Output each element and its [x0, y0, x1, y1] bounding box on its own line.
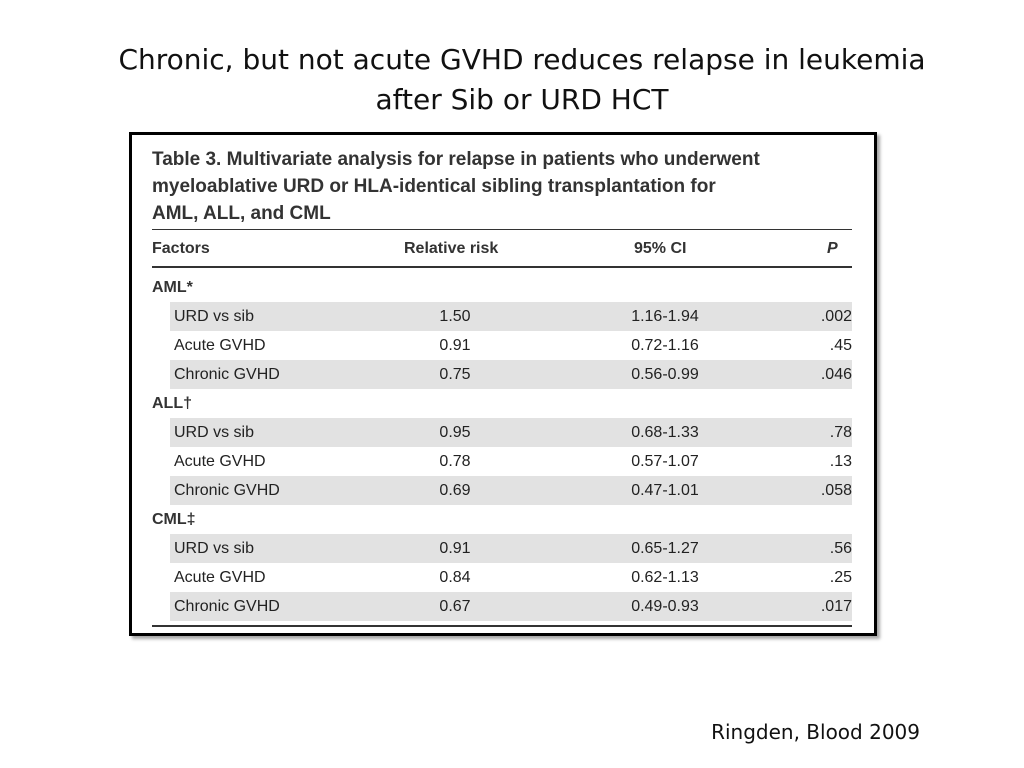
- caption-line-2: myeloablative URD or HLA-identical sibli…: [152, 176, 716, 197]
- table-row: Chronic GVHD 0.67 0.49-0.93 .017: [170, 592, 852, 621]
- header-bottom-rule: [152, 266, 852, 268]
- table-row: Acute GVHD 0.91 0.72-1.16 .45: [170, 331, 852, 360]
- cell-factor: URD vs sib: [174, 424, 255, 441]
- table-row: Chronic GVHD 0.69 0.47-1.01 .058: [170, 476, 852, 505]
- cell-factor: Chronic GVHD: [174, 598, 280, 615]
- cell-factor: URD vs sib: [174, 308, 255, 325]
- group-label-cml: CML‡: [152, 511, 196, 528]
- cell-factor: Acute GVHD: [174, 337, 266, 354]
- table-row: Acute GVHD 0.84 0.62-1.13 .25: [170, 563, 852, 592]
- slide-title-line-2: after Sib or URD HCT: [375, 83, 669, 116]
- cell-factor: Chronic GVHD: [174, 482, 280, 499]
- header-p: P: [827, 240, 838, 257]
- caption-line-1: Table 3. Multivariate analysis for relap…: [152, 149, 760, 170]
- cell-p: .017: [820, 598, 852, 615]
- header-relative-risk: Relative risk: [404, 240, 499, 257]
- caption-line-3: AML, ALL, and CML: [152, 203, 331, 224]
- cell-relative-risk: 0.95: [439, 424, 471, 441]
- header-ci: 95% CI: [634, 240, 687, 257]
- table-row: URD vs sib 0.91 0.65-1.27 .56: [170, 534, 852, 563]
- cell-factor: Chronic GVHD: [174, 366, 280, 383]
- cell-relative-risk: 0.75: [439, 366, 471, 383]
- cell-relative-risk: 0.84: [439, 569, 471, 586]
- table-figure: Table 3. Multivariate analysis for relap…: [129, 132, 877, 636]
- cell-factor: Acute GVHD: [174, 453, 266, 470]
- cell-p: .56: [829, 540, 852, 557]
- table-caption: Table 3. Multivariate analysis for relap…: [152, 146, 872, 227]
- cell-relative-risk: 1.50: [439, 308, 471, 325]
- table-row: URD vs sib 0.95 0.68-1.33 .78: [170, 418, 852, 447]
- cell-ci: 1.16-1.94: [631, 308, 699, 325]
- cell-p: .78: [829, 424, 852, 441]
- cell-factor: URD vs sib: [174, 540, 255, 557]
- cell-ci: 0.72-1.16: [631, 337, 699, 354]
- table-row: URD vs sib 1.50 1.16-1.94 .002: [170, 302, 852, 331]
- cell-ci: 0.56-0.99: [631, 366, 699, 383]
- cell-p: .002: [820, 308, 852, 325]
- cell-relative-risk: 0.69: [439, 482, 471, 499]
- table-row: Acute GVHD 0.78 0.57-1.07 .13: [170, 447, 852, 476]
- cell-ci: 0.47-1.01: [631, 482, 699, 499]
- cell-p: .046: [820, 366, 852, 383]
- citation: Ringden, Blood 2009: [711, 720, 920, 744]
- group-label-all: ALL†: [152, 395, 192, 412]
- cell-factor: Acute GVHD: [174, 569, 266, 586]
- slide-title-line-1: Chronic, but not acute GVHD reduces rela…: [118, 43, 926, 76]
- cell-relative-risk: 0.91: [439, 540, 471, 557]
- cell-ci: 0.68-1.33: [631, 424, 699, 441]
- cell-p: .13: [829, 453, 852, 470]
- cell-ci: 0.49-0.93: [631, 598, 699, 615]
- header-top-rule: [152, 229, 852, 230]
- cell-p: .45: [829, 337, 852, 354]
- cell-p: .25: [829, 569, 852, 586]
- slide-title: Chronic, but not acute GVHD reduces rela…: [112, 40, 932, 120]
- table-bottom-rule: [152, 625, 852, 627]
- cell-relative-risk: 0.91: [439, 337, 471, 354]
- cell-ci: 0.65-1.27: [631, 540, 699, 557]
- cell-ci: 0.57-1.07: [631, 453, 699, 470]
- cell-ci: 0.62-1.13: [631, 569, 699, 586]
- cell-p: .058: [820, 482, 852, 499]
- cell-relative-risk: 0.78: [439, 453, 471, 470]
- table-row: Chronic GVHD 0.75 0.56-0.99 .046: [170, 360, 852, 389]
- header-factors: Factors: [152, 240, 210, 257]
- cell-relative-risk: 0.67: [439, 598, 471, 615]
- group-label-aml: AML*: [152, 279, 193, 296]
